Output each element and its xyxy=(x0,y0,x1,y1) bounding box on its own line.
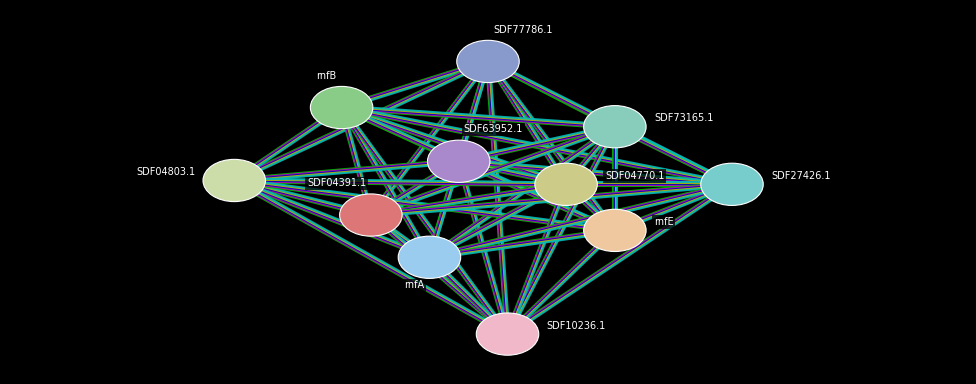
Text: rnfE: rnfE xyxy=(654,217,673,227)
Ellipse shape xyxy=(310,86,373,129)
Ellipse shape xyxy=(584,209,646,252)
Text: SDF04391.1: SDF04391.1 xyxy=(306,178,366,188)
Ellipse shape xyxy=(535,163,597,205)
Ellipse shape xyxy=(584,106,646,148)
Ellipse shape xyxy=(203,159,265,202)
Ellipse shape xyxy=(701,163,763,205)
Ellipse shape xyxy=(427,140,490,182)
Text: SDF27426.1: SDF27426.1 xyxy=(771,171,831,181)
Text: SDF63952.1: SDF63952.1 xyxy=(464,124,523,134)
Text: SDF10236.1: SDF10236.1 xyxy=(547,321,606,331)
Ellipse shape xyxy=(340,194,402,236)
Ellipse shape xyxy=(398,236,461,278)
Text: SDF77786.1: SDF77786.1 xyxy=(493,25,552,35)
Text: SDF04770.1: SDF04770.1 xyxy=(605,171,665,181)
Text: SDF73165.1: SDF73165.1 xyxy=(654,113,713,123)
Ellipse shape xyxy=(476,313,539,355)
Text: rnfB: rnfB xyxy=(316,71,337,81)
Text: rnfA: rnfA xyxy=(404,280,425,290)
Text: SDF04803.1: SDF04803.1 xyxy=(136,167,195,177)
Ellipse shape xyxy=(457,40,519,83)
